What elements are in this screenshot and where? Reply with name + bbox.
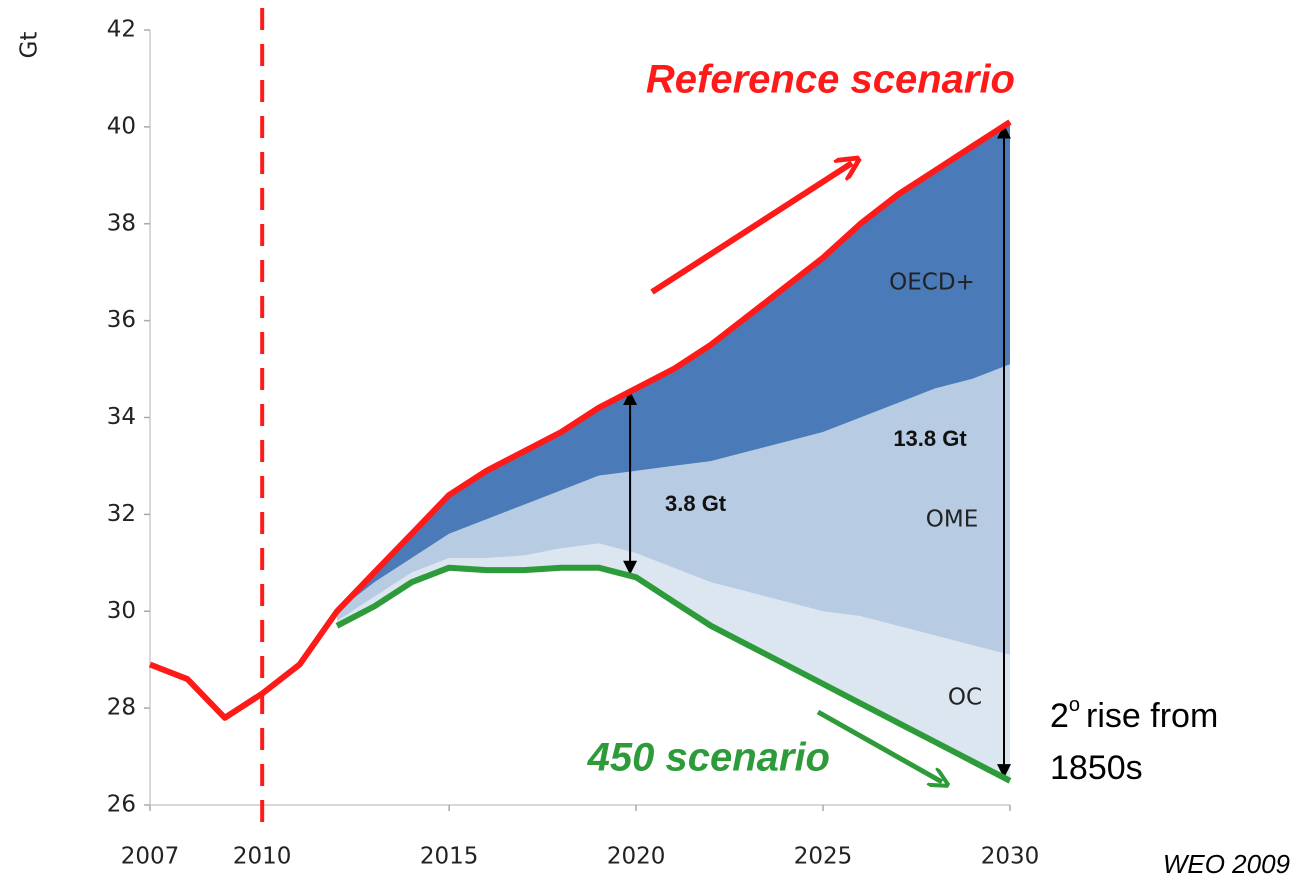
line: [335, 564, 1012, 784]
source: WEO 2009: [1163, 849, 1290, 879]
area-label: OECD+: [889, 270, 975, 296]
area: [337, 364, 1010, 655]
annotation: 3.8 Gt: [665, 491, 727, 516]
line: [148, 119, 1012, 721]
note-sup: o: [1069, 694, 1080, 716]
area-label: OC: [948, 685, 982, 711]
note-text: rise from: [1086, 697, 1218, 735]
x-tick-label: 2025: [794, 844, 853, 870]
note: 2o rise from: [1050, 694, 1218, 735]
area-label: OME: [926, 507, 978, 533]
note-number: 2: [1050, 697, 1069, 735]
y-tick-label: 36: [107, 307, 136, 333]
x-tick-label: 2030: [981, 844, 1040, 870]
y-tick-label: 26: [107, 792, 136, 818]
trend-arrow: [816, 709, 942, 782]
y-tick-label: 40: [107, 113, 136, 139]
y-tick-label: 38: [107, 210, 136, 236]
series-label: Reference scenario: [646, 58, 1015, 102]
y-tick-label: 42: [107, 17, 136, 43]
x-tick-label: 2020: [607, 844, 666, 870]
trend-arrow: [650, 163, 852, 295]
x-tick-label: 2010: [233, 844, 292, 870]
series-label: 450 scenario: [587, 736, 830, 780]
annotation: 13.8 Gt: [893, 426, 967, 451]
note-line2: 1850s: [1050, 749, 1143, 787]
y-tick-label: 30: [107, 598, 136, 624]
y-tick-label: 32: [107, 501, 136, 527]
y-tick-label: 28: [107, 695, 136, 721]
y-tick-label: 34: [107, 404, 136, 430]
y-axis-label: Gt: [17, 32, 43, 59]
x-tick-label: 2007: [121, 844, 180, 870]
x-tick-label: 2015: [420, 844, 479, 870]
area: [337, 543, 1010, 781]
